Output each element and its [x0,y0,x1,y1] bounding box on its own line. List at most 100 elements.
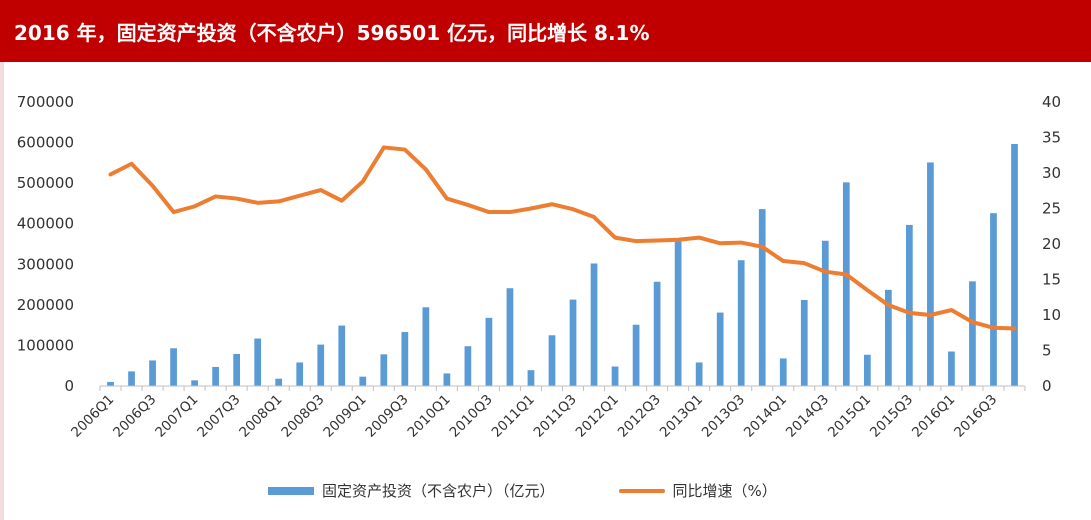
growth-point-2007Q4 [256,202,259,204]
growth-point-2012Q1 [614,236,616,239]
bar-2014Q3 [821,240,829,386]
bar-2006Q1 [107,381,114,386]
bar-2012Q3 [653,281,661,386]
growth-point-2015Q2 [887,304,890,306]
bar-series [107,143,1018,386]
growth-point-2013Q3 [740,241,742,244]
y-left-tick-label: 600000 [17,134,74,152]
bar-2009Q1 [359,376,367,386]
x-tick-label: 2011Q1 [489,392,538,441]
legend: 固定资产投资（不含农户）（亿元） 同比增速（%） [268,480,777,501]
growth-point-2013Q4 [761,246,764,248]
x-tick-label: 2014Q3 [783,392,832,441]
bar-2012Q2 [632,324,640,386]
growth-point-2013Q1 [698,236,700,239]
growth-point-2007Q2 [214,195,217,198]
growth-point-2016Q3 [992,326,995,329]
bar-2013Q1 [695,362,703,386]
y-left-tick-label: 200000 [17,296,74,314]
bar-2015Q3 [906,224,913,386]
growth-point-2008Q3 [319,189,322,191]
y-right-tick-label: 30 [1042,164,1061,182]
y-left-tick-label: 0 [64,377,74,395]
growth-point-2012Q3 [656,239,658,242]
bar-2008Q2 [296,362,304,386]
bar-2011Q2 [548,335,556,386]
growth-point-2011Q1 [530,207,532,210]
y-left-tick-label: 300000 [17,255,74,273]
bar-2012Q1 [611,366,619,386]
x-tick-label: 2010Q1 [405,392,454,441]
x-tick-label: 2013Q3 [699,392,748,441]
bar-2016Q3 [990,213,997,386]
growth-point-2006Q4 [172,211,175,213]
bar-2010Q4 [506,288,514,386]
legend-label-growth: 同比增速（%） [672,482,777,500]
legend-swatch-bar [268,486,314,495]
y-right-tick-label: 40 [1042,93,1061,111]
bar-2011Q1 [527,370,535,386]
bar-2015Q2 [884,289,892,386]
bar-2014Q2 [800,299,808,386]
x-tick-label: 2014Q1 [741,392,790,441]
bar-2015Q1 [863,354,871,386]
growth-point-2015Q1 [866,289,869,291]
growth-point-2013Q2 [719,242,721,245]
left-axis: 0 100000 200000 300000 400000 500000 600000 700… [17,93,74,395]
growth-point-2014Q1 [782,260,785,262]
growth-point-2014Q3 [824,270,827,273]
y-right-tick-label: 20 [1042,235,1061,253]
growth-point-2015Q4 [929,314,932,316]
growth-point-2010Q4 [509,211,511,213]
x-tick-label: 2011Q3 [531,392,580,441]
x-tick-label: 2012Q1 [573,392,622,441]
legend-item-growth: 同比增速（%） [618,480,777,501]
bar-2008Q1 [275,378,283,386]
bar-2009Q2 [380,354,388,386]
x-tick-label: 2006Q3 [110,392,159,441]
x-tick-label: 2009Q3 [362,392,411,441]
x-tick-label: 2015Q1 [825,392,874,441]
growth-point-2006Q2 [130,162,133,165]
legend-swatch-line [618,488,665,493]
growth-point-2007Q1 [193,205,196,208]
bar-2016Q2 [969,281,976,386]
growth-point-2009Q3 [404,148,406,151]
line-series [108,145,1017,331]
growth-point-2011Q2 [551,203,553,206]
growth-point-2011Q3 [572,208,574,211]
title-bar: 2016 年，固定资产投资（不含农户）596501 亿元，同比增长 8.1% [0,0,1091,62]
y-left-tick-label: 100000 [17,336,74,354]
bar-2008Q4 [338,325,346,386]
bar-2008Q3 [317,344,325,386]
growth-point-2014Q4 [845,273,848,276]
growth-point-2012Q2 [635,240,637,242]
y-right-tick-label: 35 [1042,129,1061,147]
y-right-tick-label: 5 [1042,342,1052,360]
x-tick-label: 2010Q3 [447,392,496,441]
x-tick-label: 2009Q1 [320,392,369,441]
bar-2010Q2 [464,346,472,386]
combo-chart: 0 100000 200000 300000 400000 500000 600000 700… [17,93,1061,441]
x-tick-label: 2013Q1 [657,392,706,441]
bar-2013Q3 [737,260,745,386]
bar-2006Q2 [128,371,135,386]
bar-2011Q3 [569,299,577,386]
bar-2007Q3 [233,353,241,386]
growth-point-2016Q2 [971,321,974,323]
bar-2012Q4 [674,238,682,386]
growth-line [108,145,1017,331]
bar-2010Q3 [485,317,493,386]
bar-2007Q4 [254,338,262,386]
legend-item-investment: 固定资产投资（不含农户）（亿元） [268,480,555,501]
growth-point-2016Q4 [1013,327,1016,330]
growth-point-2007Q3 [235,197,238,200]
growth-point-2006Q3 [151,184,154,187]
bar-2016Q1 [948,351,955,386]
bar-2016Q4 [1011,143,1018,386]
x-tick-label: 2006Q1 [68,392,117,441]
bar-2015Q4 [927,162,934,386]
y-right-tick-label: 25 [1042,200,1061,218]
growth-point-2006Q1 [109,173,112,176]
growth-point-2014Q2 [803,262,806,264]
